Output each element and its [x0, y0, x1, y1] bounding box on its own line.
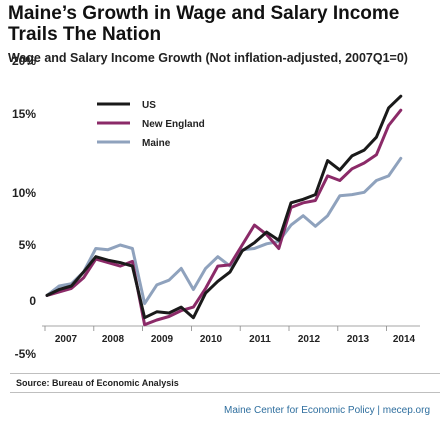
divider-top: [10, 373, 440, 374]
y-tick-label: 5%: [19, 238, 37, 252]
legend-label-maine: Maine: [142, 138, 171, 149]
x-tick-label: 2009: [151, 334, 174, 345]
x-tick-label: 2007: [55, 334, 78, 345]
x-tick-label: 2014: [393, 334, 416, 345]
legend-item-us: US: [97, 100, 156, 111]
x-axis-ticks: [44, 326, 388, 331]
divider-bottom: [10, 392, 440, 393]
y-tick-label: 10%: [12, 186, 36, 200]
legend-label-us: US: [142, 100, 156, 111]
x-tick-labels: 2007 2008 2009 2010 2011 2012 2013 2014: [55, 334, 416, 345]
x-tick-label: 2010: [200, 334, 223, 345]
x-tick-label: 2011: [249, 334, 271, 345]
y-tick-labels: 20% 15% 10% 5% 0 -5%: [12, 54, 36, 361]
legend: US New England Maine: [97, 100, 205, 149]
legend-item-maine: Maine: [97, 138, 171, 149]
series-lines: [45, 94, 403, 327]
chart-title: Maine’s Growth in Wage and Salary Income…: [8, 3, 400, 45]
y-tick-label: -5%: [15, 347, 37, 361]
y-tick-label: 15%: [12, 107, 36, 121]
footer-credit: Maine Center for Economic Policy | mecep…: [223, 405, 430, 416]
chart-subtitle: Wage and Salary Income Growth (Not infla…: [8, 51, 408, 65]
x-tick-label: 2012: [298, 334, 321, 345]
y-tick-label: 20%: [12, 54, 36, 68]
x-tick-label: 2013: [347, 334, 370, 345]
x-tick-label: 2008: [102, 334, 125, 345]
source-note: Source: Bureau of Economic Analysis: [16, 378, 179, 388]
series-line-us: [45, 94, 403, 320]
series-line-new-england: [45, 108, 403, 327]
legend-label-new-england: New England: [142, 119, 205, 130]
series-line-maine: [45, 156, 403, 306]
legend-item-new-england: New England: [97, 119, 205, 130]
y-tick-label: 0: [29, 294, 36, 308]
